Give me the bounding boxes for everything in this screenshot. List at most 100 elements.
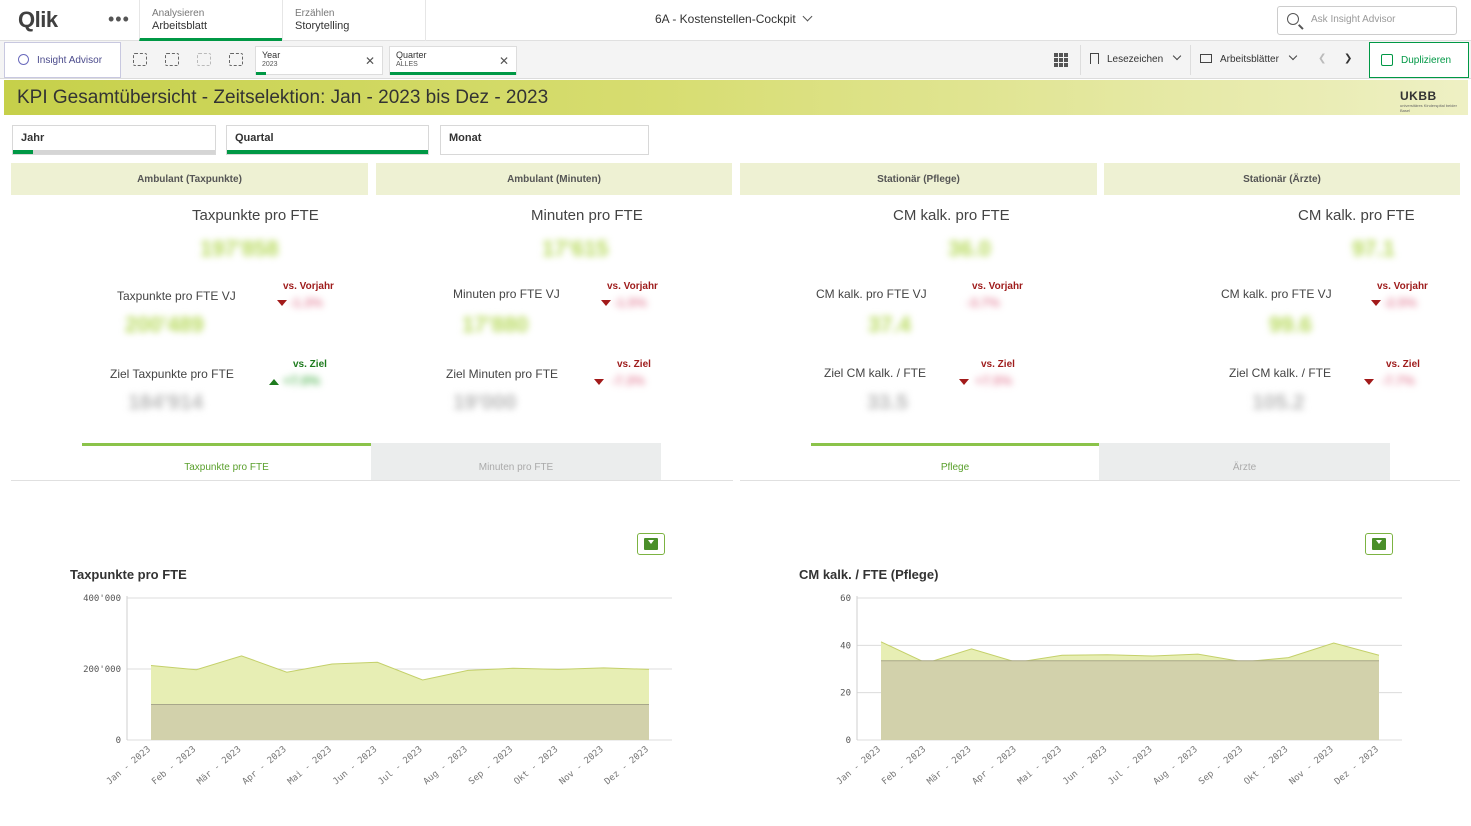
trend-down-icon	[959, 379, 969, 385]
y-tick-label: 20	[840, 689, 851, 699]
data-point[interactable]	[1104, 658, 1110, 664]
more-menu-icon[interactable]: •••	[108, 9, 130, 29]
insight-advisor-label: Insight Advisor	[37, 55, 103, 66]
filter-chip-quarter[interactable]: Quarter ALLES ✕	[389, 46, 517, 75]
data-point[interactable]	[969, 646, 975, 652]
tab-pflege[interactable]: Pflege	[811, 443, 1099, 480]
data-point[interactable]	[284, 669, 290, 675]
data-point[interactable]	[239, 702, 245, 708]
data-point[interactable]	[510, 665, 516, 671]
data-point[interactable]	[193, 702, 199, 708]
sheets-button[interactable]: Arbeitsblätter	[1200, 51, 1298, 65]
close-icon[interactable]: ✕	[364, 54, 375, 68]
data-point[interactable]	[555, 666, 561, 672]
forward-step-icon[interactable]	[197, 53, 211, 66]
data-point[interactable]	[923, 658, 929, 664]
data-point[interactable]	[329, 702, 335, 708]
insight-search-input[interactable]: Ask Insight Advisor	[1277, 6, 1457, 35]
tab-minuten-pro-fte[interactable]: Minuten pro FTE	[371, 443, 661, 480]
kpi-title: Minuten pro FTE	[531, 207, 643, 224]
area-series-1[interactable]	[151, 704, 649, 741]
data-point[interactable]	[601, 665, 607, 671]
data-point[interactable]	[1285, 658, 1291, 664]
x-tick-label: Jun - 2023	[1061, 745, 1109, 787]
kpi-vj-value-blurred: 99.6	[1269, 312, 1312, 337]
data-point[interactable]	[1104, 652, 1110, 658]
data-point[interactable]	[329, 661, 335, 667]
kpi-ziel-value-blurred: 33.5	[867, 391, 908, 414]
bookmarks-button[interactable]: Lesezeichen	[1090, 51, 1182, 65]
data-point[interactable]	[1150, 658, 1156, 664]
data-point[interactable]	[1195, 658, 1201, 664]
data-point[interactable]	[284, 702, 290, 708]
data-point[interactable]	[374, 659, 380, 665]
data-point[interactable]	[1331, 640, 1337, 646]
data-point[interactable]	[878, 639, 884, 645]
close-icon[interactable]: ✕	[498, 54, 509, 68]
filter-pane-fill	[227, 150, 428, 154]
tab-aerzte[interactable]: Ärzte	[1099, 443, 1390, 480]
chevron-right-icon[interactable]: ❯	[1344, 53, 1353, 64]
filter-chip-year[interactable]: Year 2023 ✕	[255, 46, 383, 75]
page-title: KPI Gesamtübersicht - Zeitselektion: Jan…	[17, 87, 549, 108]
data-point[interactable]	[148, 662, 154, 668]
smart-search-icon[interactable]	[133, 53, 147, 66]
data-point[interactable]	[510, 702, 516, 708]
data-point[interactable]	[646, 702, 652, 708]
filter-pane-jahr[interactable]: Jahr	[12, 125, 216, 155]
data-point[interactable]	[1059, 652, 1065, 658]
data-point[interactable]	[1059, 658, 1065, 664]
data-point[interactable]	[1331, 658, 1337, 664]
qlik-logo[interactable]: Qlik	[18, 7, 58, 32]
data-point[interactable]	[465, 702, 471, 708]
area-series-1[interactable]	[881, 660, 1379, 740]
bookmark-icon	[1090, 53, 1099, 64]
tab-taxpunkte-pro-fte[interactable]: Taxpunkte pro FTE	[82, 443, 371, 480]
filter-quarter-bar	[390, 72, 516, 75]
tab-analyze-sheet[interactable]: Analysieren Arbeitsblatt	[139, 0, 282, 41]
data-point[interactable]	[969, 658, 975, 664]
filter-pane-label: Quartal	[235, 132, 274, 144]
section-header: Ambulant (Taxpunkte)	[11, 163, 368, 195]
x-tick-label: Dez - 2023	[1333, 745, 1381, 787]
x-tick-label: Jan - 2023	[105, 745, 153, 787]
data-point[interactable]	[1014, 658, 1020, 664]
data-point[interactable]	[1376, 652, 1382, 658]
filter-pane-track	[13, 150, 215, 154]
x-tick-label: Nov - 2023	[1288, 745, 1336, 787]
filter-year-bar	[256, 72, 266, 75]
data-point[interactable]	[1376, 658, 1382, 664]
data-point[interactable]	[1240, 658, 1246, 664]
selection-tool-icon[interactable]	[165, 53, 179, 66]
clear-selections-icon[interactable]	[229, 53, 243, 66]
data-point[interactable]	[1195, 651, 1201, 657]
data-point[interactable]	[193, 667, 199, 673]
app-title-dropdown[interactable]: 6A - Kostenstellen-Cockpit	[655, 11, 813, 26]
insight-advisor-button[interactable]: Insight Advisor	[4, 42, 121, 78]
data-point[interactable]	[148, 702, 154, 708]
export-download-button[interactable]	[637, 533, 665, 555]
vs-ziel-pct-blurred: +7.0%	[283, 373, 321, 388]
export-download-button[interactable]	[1365, 533, 1393, 555]
data-point[interactable]	[420, 677, 426, 683]
data-point[interactable]	[239, 653, 245, 659]
data-point[interactable]	[878, 658, 884, 664]
x-tick-label: Okt - 2023	[512, 745, 560, 787]
x-tick-label: Jun - 2023	[331, 745, 379, 787]
data-point[interactable]	[601, 702, 607, 708]
toolbar-divider	[1190, 45, 1191, 75]
filter-pane-monat[interactable]: Monat	[440, 125, 649, 155]
data-point[interactable]	[374, 702, 380, 708]
duplicate-button[interactable]: Duplizieren	[1369, 42, 1469, 78]
data-point[interactable]	[465, 667, 471, 673]
grid-view-icon[interactable]	[1054, 53, 1068, 67]
data-point[interactable]	[646, 666, 652, 672]
chevron-left-icon[interactable]: ❮	[1318, 53, 1327, 64]
tab-storytelling[interactable]: Erzählen Storytelling	[282, 0, 426, 41]
data-point[interactable]	[555, 702, 561, 708]
data-point[interactable]	[420, 702, 426, 708]
filter-pane-quartal[interactable]: Quartal	[226, 125, 429, 155]
section-header: Stationär (Ärzte)	[1104, 163, 1460, 195]
